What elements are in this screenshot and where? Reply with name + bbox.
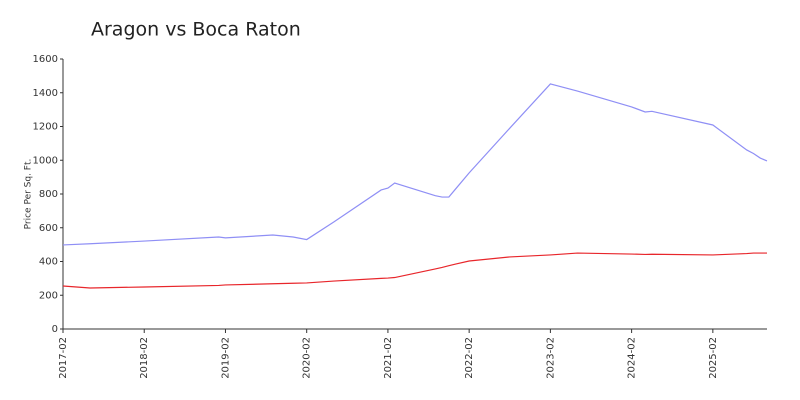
line-series <box>62 252 767 289</box>
chart-title: Aragon vs Boca Raton <box>91 19 301 41</box>
x-tick-label: 2019-02 <box>220 337 231 379</box>
y-tick-label: 1000 <box>33 155 58 166</box>
x-tick-label: 2017-02 <box>58 337 69 379</box>
x-tick-label: 2020-02 <box>302 337 313 379</box>
line-series <box>62 83 768 246</box>
y-tick-label: 0 <box>52 324 58 335</box>
y-tick-label: 1200 <box>33 122 58 133</box>
x-tick-label: 2022-02 <box>464 337 475 379</box>
y-tick-label: 200 <box>39 290 58 301</box>
y-tick-label: 600 <box>39 223 58 234</box>
x-tick-label: 2018-02 <box>139 337 150 379</box>
y-tick-label: 1600 <box>33 54 58 65</box>
y-tick-label: 1400 <box>33 88 58 99</box>
x-tick-label: 2024-02 <box>627 337 638 379</box>
y-axis-label: Price Per Sq. Ft. <box>24 159 34 230</box>
x-tick-label: 2023-02 <box>545 337 556 379</box>
x-tick-label: 2025-02 <box>708 337 719 379</box>
y-tick-label: 400 <box>39 257 58 268</box>
y-tick-label: 800 <box>39 189 58 200</box>
x-tick-label: 2021-02 <box>383 337 394 379</box>
